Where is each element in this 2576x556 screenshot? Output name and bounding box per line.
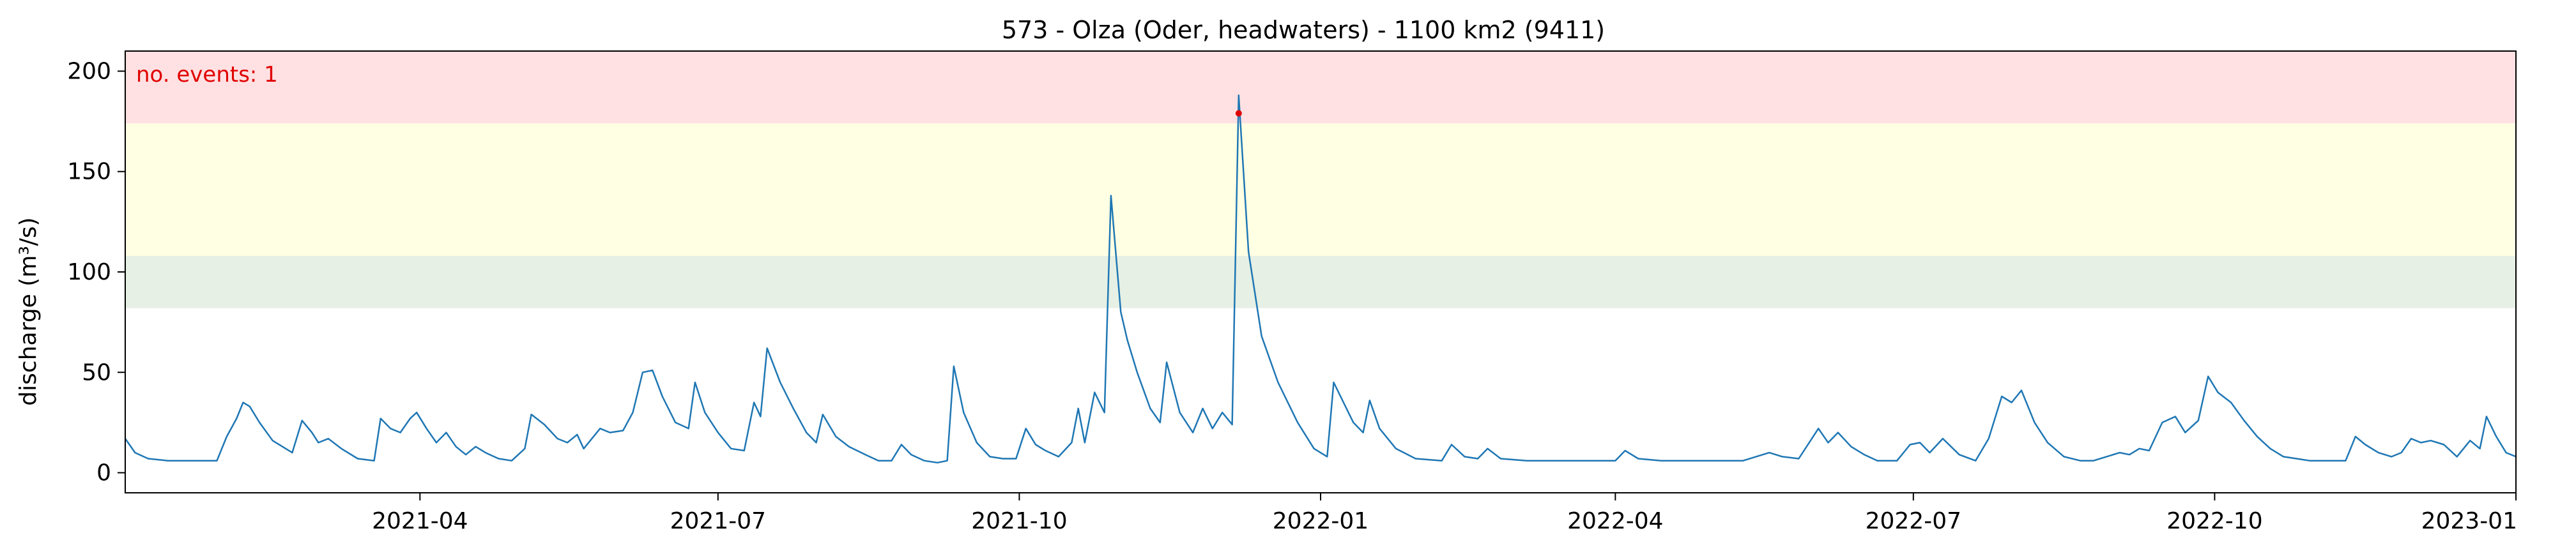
threshold-band-1 bbox=[125, 123, 2516, 256]
event-count-annotation: no. events: 1 bbox=[136, 62, 278, 87]
x-tick-label: 2022-04 bbox=[1567, 508, 1663, 534]
threshold-band-0 bbox=[125, 255, 2516, 308]
x-tick-label: 2022-10 bbox=[2166, 508, 2262, 534]
event-layer bbox=[1235, 110, 1242, 117]
x-tick-label: 2021-07 bbox=[670, 508, 766, 534]
x-tick-label: 2022-01 bbox=[1273, 508, 1368, 534]
event-marker-0 bbox=[1235, 110, 1242, 117]
x-tick-label: 2023-01 bbox=[2421, 508, 2517, 534]
y-tick-label: 0 bbox=[96, 460, 111, 486]
y-axis-label: discharge (m³/s) bbox=[15, 217, 42, 405]
x-tick-label: 2021-10 bbox=[971, 508, 1067, 534]
y-tick-label: 150 bbox=[67, 159, 111, 185]
series-line-0 bbox=[124, 94, 2517, 464]
chart-title: 573 - Olza (Oder, headwaters) - 1100 km2… bbox=[1002, 16, 1605, 44]
series-layer bbox=[124, 94, 2517, 464]
x-axis: 2021-04 2021-07 2021-10 2022-01 2022-04 2022-… bbox=[372, 493, 2517, 534]
x-tick-label: 2021-04 bbox=[372, 508, 468, 534]
threshold-bands bbox=[125, 51, 2516, 308]
x-tick-label: 2022-07 bbox=[1866, 508, 1961, 534]
y-tick-label: 200 bbox=[67, 58, 111, 84]
threshold-band-2 bbox=[125, 51, 2516, 124]
y-tick-label: 100 bbox=[67, 259, 111, 285]
y-tick-label: 50 bbox=[82, 359, 111, 386]
y-axis: 0 50 100 150 200 bbox=[67, 58, 125, 486]
